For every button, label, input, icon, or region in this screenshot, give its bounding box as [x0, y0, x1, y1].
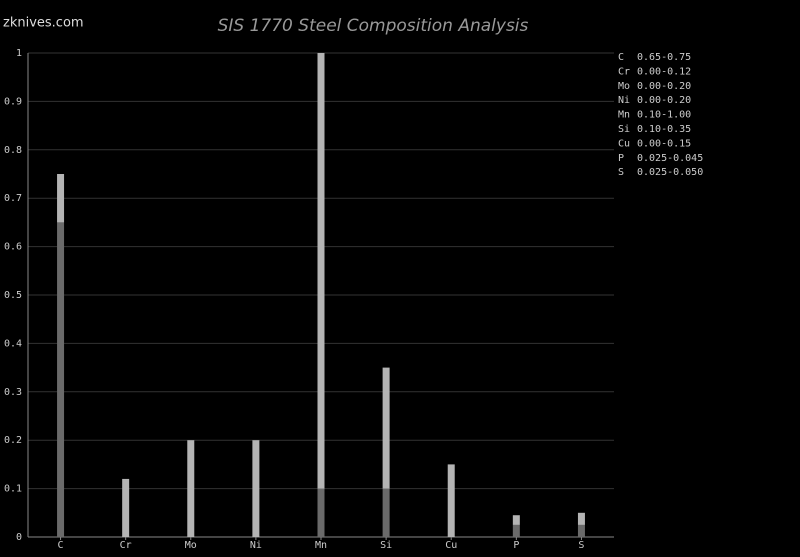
bar-low: [577, 524, 585, 537]
legend-range: 0.65-0.75: [637, 52, 691, 63]
legend-range: 0.10-0.35: [637, 124, 691, 135]
bar-low: [512, 524, 520, 537]
legend-range: 0.00-0.12: [637, 66, 691, 77]
x-tick-label: Ni: [250, 540, 262, 551]
watermark: zknives.com: [3, 16, 84, 31]
chart-title: SIS 1770 Steel Composition Analysis: [218, 16, 529, 36]
bar-high: [252, 440, 260, 537]
legend-element: Ni: [618, 95, 630, 106]
x-tick-label: Mn: [315, 540, 327, 551]
legend-element: Cr: [618, 66, 630, 77]
y-tick-label: 0.9: [4, 96, 22, 107]
legend-range: 0.00-0.20: [637, 95, 691, 106]
bar-low: [57, 222, 65, 537]
y-tick-label: 0.4: [4, 338, 22, 349]
legend-range: 0.00-0.15: [637, 138, 691, 149]
y-tick-label: 0.5: [4, 290, 22, 301]
x-tick-label: Si: [380, 540, 392, 551]
x-tick-label: P: [513, 540, 519, 551]
y-tick-label: 0.2: [4, 435, 22, 446]
legend-element: Cu: [618, 138, 630, 149]
x-tick-label: Cr: [120, 540, 132, 551]
bar-high: [317, 53, 325, 489]
x-tick-label: Cu: [445, 540, 457, 551]
bar-high: [122, 478, 130, 537]
y-tick-label: 0: [16, 532, 22, 543]
bar-low: [382, 488, 390, 537]
y-tick-label: 0.1: [4, 484, 22, 495]
bar-high: [447, 464, 455, 537]
legend-range: 0.025-0.050: [637, 167, 703, 178]
bar-high: [512, 515, 520, 525]
legend-range: 0.00-0.20: [637, 81, 691, 92]
y-tick-label: 0.8: [4, 145, 22, 156]
legend-range: 0.10-1.00: [637, 110, 691, 121]
y-tick-label: 0.3: [4, 387, 22, 398]
bar-high: [577, 512, 585, 525]
bar-low: [317, 488, 325, 537]
legend-element: Mn: [618, 110, 630, 121]
legend-element: Mo: [618, 81, 630, 92]
bar-high: [382, 367, 390, 489]
bar-high: [187, 440, 195, 537]
x-tick-label: S: [578, 540, 584, 551]
legend-element: C: [618, 52, 624, 63]
legend-element: P: [618, 153, 624, 164]
y-tick-label: 1: [16, 48, 22, 59]
bar-high: [57, 174, 65, 223]
legend-element: Si: [618, 124, 630, 135]
x-tick-label: Mo: [185, 540, 197, 551]
y-tick-label: 0.7: [4, 193, 22, 204]
legend-element: S: [618, 167, 624, 178]
y-tick-label: 0.6: [4, 242, 22, 253]
x-tick-label: C: [58, 540, 64, 551]
legend-range: 0.025-0.045: [637, 153, 703, 164]
